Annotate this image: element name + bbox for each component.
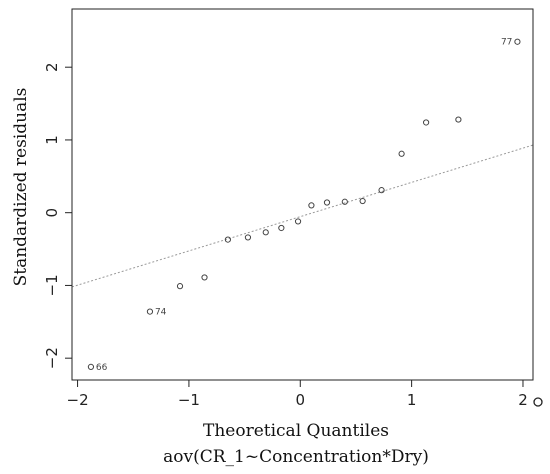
point-label: 74 [155,308,167,318]
data-point [323,199,331,206]
x-tick-label: 1 [407,391,417,409]
point-label: 66 [96,363,108,373]
x-tick-label: −1 [178,391,200,409]
data-point [308,202,315,209]
data-point [262,229,269,236]
data-point [398,150,405,157]
data-point [87,363,95,371]
data-point [378,187,385,194]
y-tick-label: 2 [43,62,61,72]
data-point [224,236,231,243]
corner-marker [533,397,543,407]
y-tick-label: 0 [43,208,61,218]
chart-subtitle: aov(CR_1~Concentration*Dry) [163,447,429,467]
data-point [278,224,285,232]
point-label: 77 [501,38,512,48]
y-tick-label: −2 [43,347,61,369]
data-point [341,198,348,205]
y-axis-title: Standardized residuals [11,88,31,287]
x-tick-label: −2 [67,391,89,409]
reference-line [71,144,534,288]
y-tick-label: −1 [43,274,61,296]
data-point [455,116,462,123]
data-point [294,218,302,225]
data-point [244,234,252,241]
x-axis-title: Theoretical Quantiles [203,421,389,441]
x-tick-label: 0 [295,391,305,409]
plot-frame [71,8,534,381]
x-tick-label: 2 [518,391,528,409]
data-point [146,308,154,315]
data-point [176,283,184,290]
data-point [359,197,366,205]
data-point [514,38,521,45]
data-point [423,119,430,126]
y-tick-label: 1 [43,135,61,145]
data-point [201,274,208,281]
